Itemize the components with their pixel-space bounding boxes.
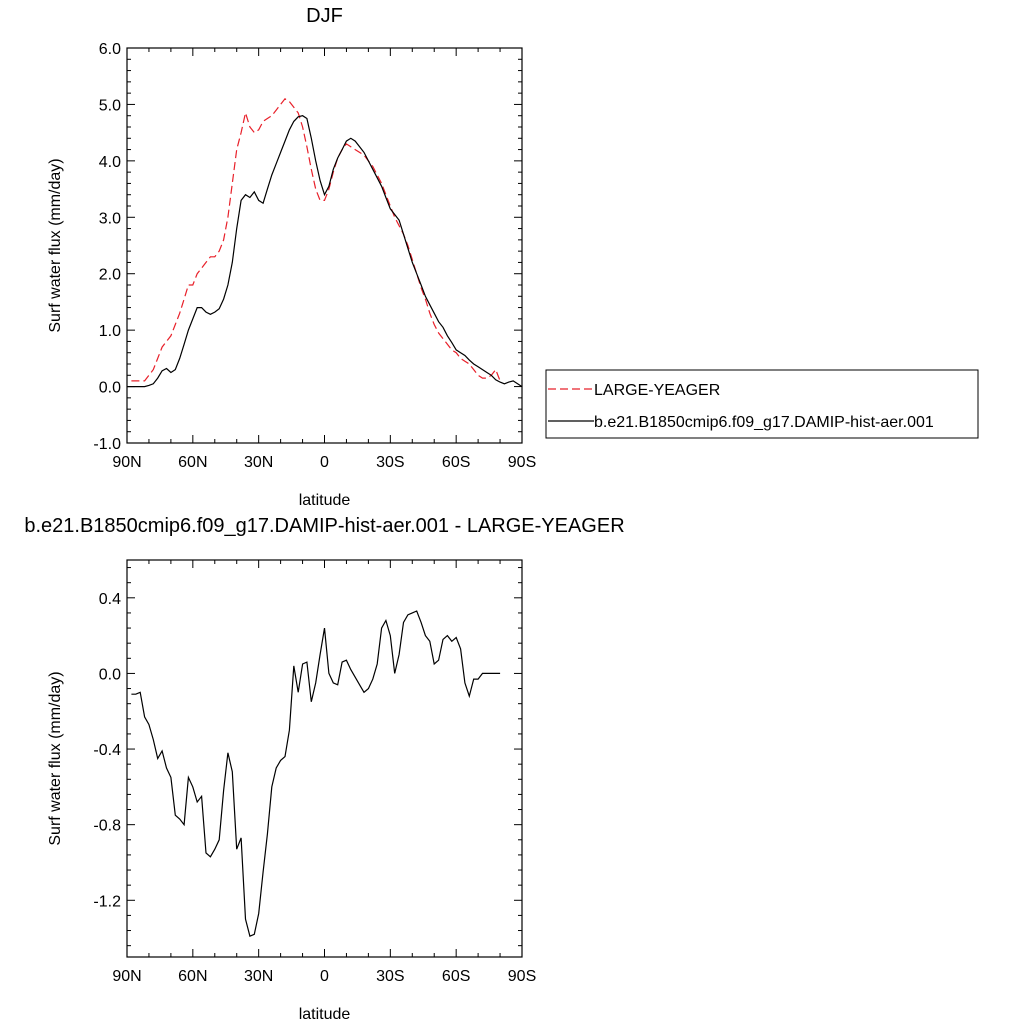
chart-title: DJF — [306, 5, 343, 27]
legend: LARGE-YEAGER b.e21.B1850cmip6.f09_g17.DAM… — [545, 369, 979, 439]
x-axis-label: latitude — [299, 492, 351, 509]
x-tick-label: 90S — [508, 454, 536, 471]
y-axis-label: Surf water flux (mm/day) — [47, 671, 64, 845]
plot-frame — [126, 559, 523, 958]
chart-title: b.e21.B1850cmip6.f09_g17.DAMIP-hist-aer.… — [24, 515, 624, 537]
x-tick-label: 0 — [320, 968, 329, 985]
x-tick-label: 60S — [442, 454, 470, 471]
x-tick-label: 30N — [244, 968, 273, 985]
y-tick-label: 1.0 — [99, 323, 121, 340]
y-tick-label: 0.4 — [99, 591, 121, 608]
series-line-0 — [131, 610, 501, 938]
x-tick-label: 60N — [178, 968, 207, 985]
y-tick-label: 6.0 — [99, 41, 121, 58]
y-axis-label: Surf water flux (mm/day) — [47, 158, 64, 332]
y-tick-label: 2.0 — [99, 267, 121, 284]
y-tick-label: -1.0 — [93, 436, 121, 453]
legend-entry: b.e21.B1850cmip6.f09_g17.DAMIP-hist-aer.… — [594, 414, 934, 431]
y-tick-label: -0.4 — [93, 742, 121, 759]
y-tick-label: 5.0 — [99, 97, 121, 114]
x-tick-label: 90N — [112, 968, 141, 985]
legend-entry: LARGE-YEAGER — [594, 382, 720, 399]
chart-bottom-difference: b.e21.B1850cmip6.f09_g17.DAMIP-hist-aer.… — [24, 515, 624, 1023]
y-tick-label: 0.0 — [99, 666, 121, 683]
x-tick-label: 90N — [112, 454, 141, 471]
x-tick-label: 60S — [442, 968, 470, 985]
x-tick-label: 90S — [508, 968, 536, 985]
x-tick-label: 30S — [376, 968, 404, 985]
series-line-1 — [127, 115, 523, 388]
y-tick-label: -1.2 — [93, 893, 121, 910]
x-axis-label: latitude — [299, 1006, 351, 1023]
series-line-0 — [131, 98, 501, 382]
x-tick-label: 0 — [320, 454, 329, 471]
y-tick-label: 0.0 — [99, 380, 121, 397]
legend-box — [545, 369, 979, 439]
chart-top-djf: DJF 90N 60N 30N 0 30S 60S 90S 6.0 5.0 4.0 3.0 2.0 1.0… — [47, 5, 979, 509]
x-tick-label: 60N — [178, 454, 207, 471]
y-tick-label: 3.0 — [99, 210, 121, 227]
y-tick-label: -0.8 — [93, 818, 121, 835]
x-tick-label: 30N — [244, 454, 273, 471]
plot-frame — [126, 47, 523, 444]
x-tick-label: 30S — [376, 454, 404, 471]
y-tick-label: 4.0 — [99, 154, 121, 171]
